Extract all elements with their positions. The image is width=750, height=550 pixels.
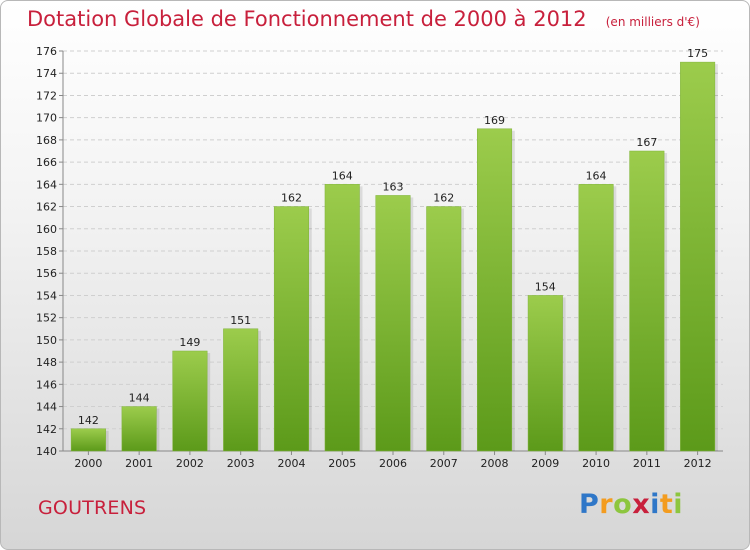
x-tick-label: 2003 [227, 457, 255, 470]
data-label: 142 [78, 414, 99, 427]
y-tick-label: 168 [36, 134, 57, 147]
bar [273, 206, 309, 452]
y-tick-label: 140 [36, 445, 57, 458]
chart-subtitle: (en milliers d'€) [605, 15, 700, 29]
y-tick-label: 148 [36, 356, 57, 369]
bars [70, 61, 718, 452]
logo-letter: i [673, 489, 684, 520]
logo-letter: r [599, 489, 614, 520]
x-tick-label: 2009 [531, 457, 559, 470]
data-label: 162 [433, 192, 454, 205]
bar [578, 184, 614, 452]
y-tick-label: 146 [36, 378, 57, 391]
x-tick-label: 2000 [74, 457, 102, 470]
data-label: 167 [636, 136, 657, 149]
x-tick-label: 2010 [582, 457, 610, 470]
y-tick-label: 144 [36, 401, 57, 414]
proxiti-logo[interactable]: Proxiti [579, 489, 683, 520]
y-tick-label: 142 [36, 423, 57, 436]
bar [121, 406, 157, 452]
y-tick-label: 174 [36, 67, 57, 80]
bar [527, 295, 563, 452]
data-label: 175 [687, 47, 708, 60]
labels: 140 142 144 146 148 150 152 154 156 158 160 162 164 1… [36, 45, 712, 470]
bar [324, 184, 360, 452]
x-tick-label: 2004 [277, 457, 305, 470]
y-tick-label: 154 [36, 289, 57, 302]
data-label: 169 [484, 114, 505, 127]
x-tick-label: 2001 [125, 457, 153, 470]
x-tick-label: 2005 [328, 457, 356, 470]
y-tick-label: 158 [36, 245, 57, 258]
y-tick-label: 156 [36, 267, 57, 280]
commune-name: GOUTRENS [38, 497, 147, 519]
data-label: 149 [179, 336, 200, 349]
y-tick-label: 150 [36, 334, 57, 347]
logo-letter: t [659, 489, 674, 520]
y-tick-label: 164 [36, 178, 57, 191]
logo-letter: o [613, 489, 633, 520]
bar [426, 206, 462, 452]
chart-title: Dotation Globale de Fonctionnement de 20… [27, 7, 587, 31]
title-row: Dotation Globale de Fonctionnement de 20… [27, 7, 700, 31]
bar [680, 61, 716, 452]
bar [477, 128, 513, 452]
logo-letter: x [632, 489, 651, 520]
x-tick-label: 2008 [481, 457, 509, 470]
data-label: 162 [281, 192, 302, 205]
bar [223, 328, 259, 452]
x-tick-label: 2007 [430, 457, 458, 470]
x-tick-label: 2002 [176, 457, 204, 470]
y-tick-label: 162 [36, 201, 57, 214]
data-label: 154 [535, 280, 556, 293]
x-tick-label: 2011 [633, 457, 661, 470]
data-label: 164 [586, 169, 607, 182]
y-tick-label: 166 [36, 156, 57, 169]
x-tick-label: 2012 [684, 457, 712, 470]
y-tick-label: 160 [36, 223, 57, 236]
y-tick-label: 176 [36, 45, 57, 58]
logo-letter: P [579, 489, 600, 520]
data-label: 164 [332, 169, 353, 182]
data-label: 163 [383, 180, 404, 193]
x-tick-label: 2006 [379, 457, 407, 470]
y-tick-label: 170 [36, 112, 57, 125]
y-tick-label: 172 [36, 89, 57, 102]
bar [629, 150, 665, 452]
data-label: 151 [230, 314, 251, 327]
y-tick-label: 152 [36, 312, 57, 325]
bar [70, 428, 106, 452]
data-label: 144 [129, 392, 150, 405]
logo-letter: i [650, 489, 660, 520]
bar [375, 195, 411, 452]
bar [172, 350, 208, 452]
